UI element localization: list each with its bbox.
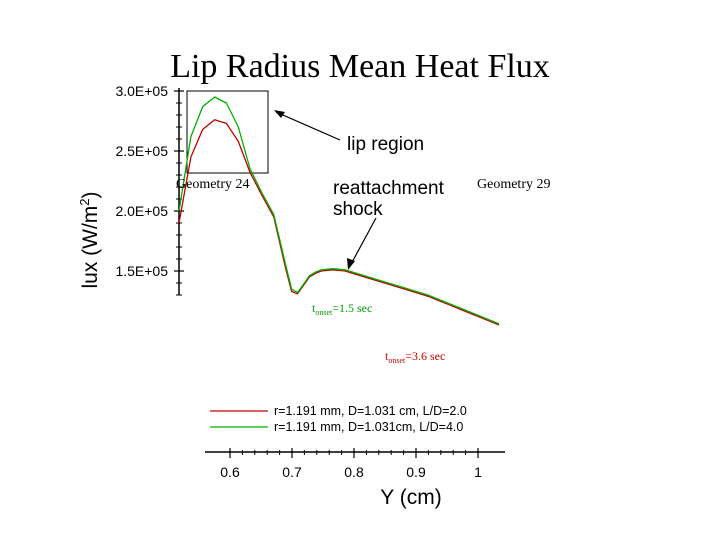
y-tick-label: 3.0E+05 — [115, 83, 168, 99]
series-line-2 — [178, 96, 500, 325]
x-tick-label: 0.9 — [406, 464, 426, 480]
y-tick-label: 1.5E+05 — [115, 263, 168, 279]
chart-title: Lip Radius Mean Heat Flux — [170, 48, 550, 85]
series-group — [178, 96, 500, 326]
x-axis-ticks: 0.6 0.7 0.8 0.9 1 — [220, 448, 482, 480]
lip-region-arrow — [274, 110, 341, 141]
x-axis-label: Y (cm) — [380, 486, 441, 509]
y-tick-label: 2.0E+05 — [115, 203, 168, 219]
legend: r=1.191 mm, D=1.031 cm, L/D=2.0 r=1.191 … — [210, 404, 467, 434]
y-tick-label: 2.5E+05 — [115, 143, 168, 159]
legend-label-series-2: r=1.191 mm, D=1.031cm, L/D=4.0 — [274, 420, 463, 434]
onset-1-label: tonset=1.5 sec — [312, 301, 372, 317]
reattachment-label-line2: shock — [333, 199, 383, 220]
onset-2-label: tonset=3.6 sec — [385, 349, 445, 365]
x-tick-label: 0.6 — [220, 464, 240, 480]
geometry-29-label: Geometry 29 — [477, 177, 550, 192]
x-tick-label: 0.7 — [282, 464, 302, 480]
series-line-1 — [178, 119, 500, 326]
reattachment-arrow — [347, 217, 377, 270]
y-axis-label: lux (W/m2) — [77, 191, 102, 288]
x-tick-label: 1 — [474, 464, 482, 480]
lip-region-label: lip region — [347, 134, 424, 155]
geometry-24-label: Geometry 24 — [176, 177, 249, 192]
x-tick-label: 0.8 — [344, 464, 364, 480]
y-axis-ticks: 3.0E+05 2.5E+05 2.0E+05 1.5E+05 — [115, 83, 184, 296]
legend-label-series-1: r=1.191 mm, D=1.031 cm, L/D=2.0 — [274, 404, 467, 418]
lip-region-box — [186, 90, 269, 174]
reattachment-label-line1: reattachment — [333, 178, 445, 199]
